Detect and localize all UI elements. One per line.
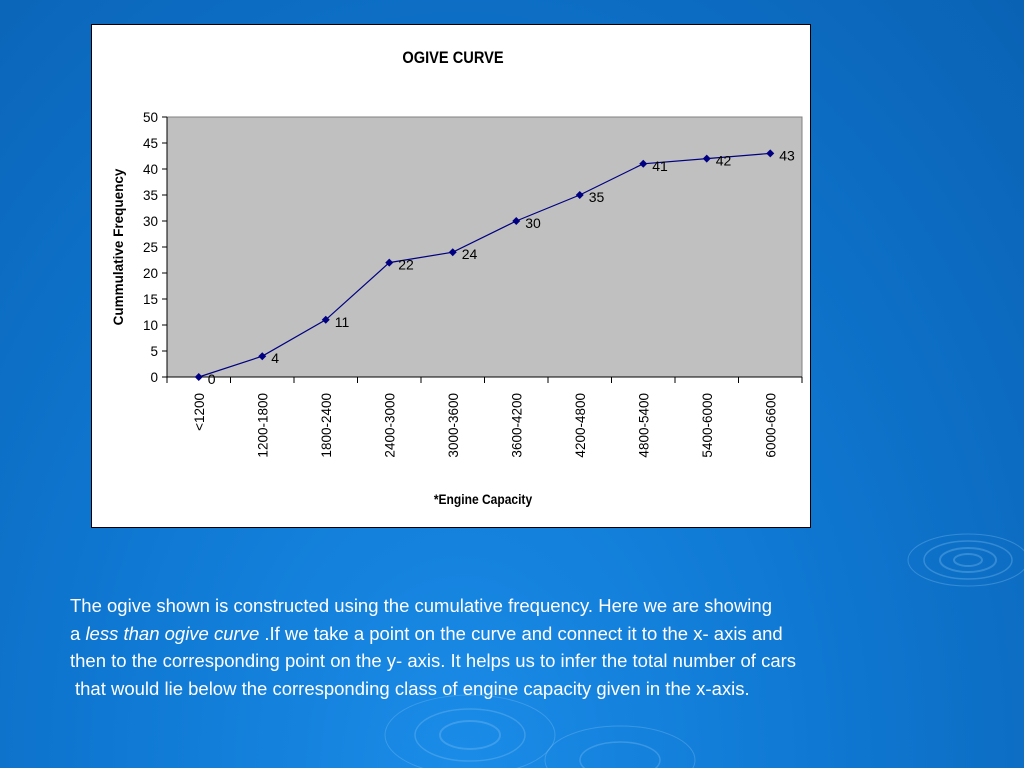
chart-panel: OGIVE CURVE Cummulative Frequency *Engin… bbox=[91, 24, 811, 528]
data-point-marker bbox=[258, 352, 267, 361]
data-point-marker bbox=[448, 248, 457, 257]
data-label: 4 bbox=[271, 350, 279, 366]
y-tick-label: 5 bbox=[150, 344, 158, 359]
data-point-marker bbox=[575, 191, 584, 199]
data-label: 35 bbox=[589, 189, 605, 205]
y-tick-label: 15 bbox=[143, 292, 158, 307]
ogive-chart: OGIVE CURVE Cummulative Frequency *Engin… bbox=[111, 49, 803, 507]
x-tick-label: 3000-3600 bbox=[446, 393, 461, 458]
data-point-marker bbox=[512, 217, 521, 225]
data-label: 11 bbox=[335, 314, 350, 330]
x-tick-label: 6000-6600 bbox=[763, 393, 778, 458]
y-tick-label: 0 bbox=[150, 370, 158, 385]
chart-title: OGIVE CURVE bbox=[402, 49, 503, 67]
caption-text: The ogive shown is constructed using the… bbox=[70, 592, 990, 702]
data-label: 41 bbox=[652, 158, 668, 174]
caption-line-3: then to the corresponding point on the y… bbox=[70, 650, 797, 671]
data-label: 42 bbox=[716, 153, 732, 169]
data-point-marker bbox=[321, 315, 330, 324]
x-tick-label: 1800-2400 bbox=[319, 393, 334, 458]
data-label: 22 bbox=[398, 257, 414, 273]
caption-line-1: The ogive shown is constructed using the… bbox=[70, 595, 772, 616]
caption-line-2-prefix: a bbox=[70, 622, 86, 644]
y-tick-label: 10 bbox=[143, 318, 158, 333]
y-tick-label: 25 bbox=[143, 240, 158, 255]
y-tick-label: 30 bbox=[143, 214, 158, 229]
y-tick-label: 50 bbox=[143, 110, 158, 125]
x-tick-label: 1200-1800 bbox=[255, 393, 270, 458]
data-point-marker bbox=[385, 258, 394, 267]
caption-line-2: a less than ogive curve .If we take a po… bbox=[70, 620, 990, 648]
y-axis-label: Cummulative Frequency bbox=[111, 168, 126, 325]
data-label: 43 bbox=[779, 147, 795, 163]
x-axis-label: *Engine Capacity bbox=[434, 491, 533, 507]
series-line bbox=[198, 152, 771, 378]
y-tick-label: 45 bbox=[143, 136, 158, 151]
caption-line-2-suffix: .If we take a point on the curve and con… bbox=[259, 622, 783, 644]
data-point-marker bbox=[766, 149, 775, 158]
data-label: 24 bbox=[462, 246, 478, 262]
plot-area bbox=[166, 116, 803, 378]
caption-line-4: that would lie below the corresponding c… bbox=[75, 677, 750, 699]
x-tick-label: 2400-3000 bbox=[382, 393, 397, 458]
y-tick-label: 20 bbox=[143, 266, 158, 281]
x-tick-label: <1200 bbox=[192, 393, 207, 431]
x-tick-label: 3600-4200 bbox=[509, 393, 524, 458]
data-label: 0 bbox=[208, 371, 216, 387]
y-tick-label: 40 bbox=[143, 162, 158, 177]
data-label: 30 bbox=[525, 215, 541, 231]
x-tick-label: 5400-6000 bbox=[700, 393, 715, 458]
x-tick-label: 4800-5400 bbox=[636, 393, 651, 458]
data-point-marker bbox=[702, 154, 711, 163]
x-tick-label: 4200-4800 bbox=[573, 393, 588, 458]
caption-emphasis: less than ogive curve bbox=[85, 622, 260, 644]
y-tick-label: 35 bbox=[143, 188, 158, 203]
data-point-marker bbox=[639, 159, 648, 168]
data-point-marker bbox=[194, 373, 203, 381]
